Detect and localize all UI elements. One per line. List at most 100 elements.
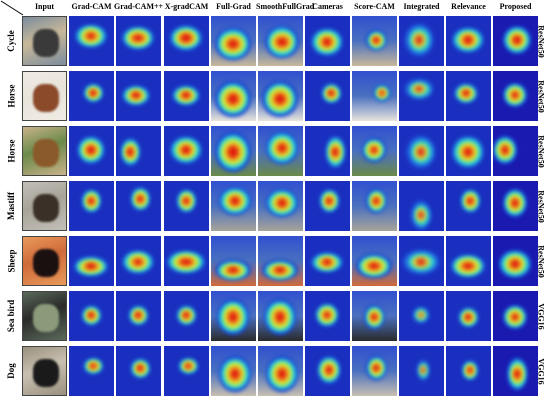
heat-blob bbox=[230, 368, 240, 380]
row-label-text: Horse bbox=[6, 84, 16, 108]
heat-blob bbox=[514, 369, 520, 379]
saliency-map bbox=[164, 126, 209, 176]
saliency-map bbox=[352, 346, 397, 396]
heat-blob bbox=[421, 367, 425, 373]
saliency-map bbox=[305, 181, 350, 231]
heat-blob bbox=[325, 366, 333, 374]
row-label-text: Sea bird bbox=[6, 299, 17, 333]
heat-blob bbox=[511, 313, 519, 321]
saliency-map bbox=[399, 126, 444, 176]
heat-blob bbox=[332, 147, 338, 157]
heat-blob bbox=[133, 258, 143, 266]
column-header-9: Relevance bbox=[451, 2, 486, 11]
heat-blob bbox=[467, 197, 473, 205]
input-subject bbox=[33, 139, 59, 167]
heat-blob bbox=[135, 312, 141, 318]
row-label: Sea bird bbox=[0, 291, 22, 341]
saliency-map bbox=[116, 236, 161, 286]
saliency-map bbox=[352, 126, 397, 176]
heat-blob bbox=[88, 197, 94, 205]
heat-blob bbox=[322, 259, 332, 265]
row-label: Horse bbox=[0, 71, 22, 121]
heat-blob bbox=[467, 367, 473, 373]
saliency-map bbox=[164, 181, 209, 231]
saliency-map bbox=[446, 346, 491, 396]
saliency-map bbox=[69, 71, 114, 121]
input-image bbox=[22, 16, 67, 66]
heat-blob bbox=[133, 34, 143, 42]
input-image bbox=[22, 181, 67, 231]
saliency-map bbox=[164, 71, 209, 121]
heat-blob bbox=[183, 312, 189, 318]
saliency-map bbox=[399, 16, 444, 66]
heat-blob bbox=[462, 262, 474, 270]
row-label-text: Cycle bbox=[6, 30, 16, 52]
saliency-map bbox=[69, 291, 114, 341]
corner-diagonal bbox=[0, 0, 24, 16]
saliency-map bbox=[305, 236, 350, 286]
saliency-map bbox=[493, 346, 538, 396]
saliency-map bbox=[211, 181, 256, 231]
saliency-map bbox=[399, 346, 444, 396]
heat-blob bbox=[368, 262, 380, 270]
saliency-map bbox=[116, 126, 161, 176]
saliency-map bbox=[69, 16, 114, 66]
row-label: Sheep bbox=[0, 236, 22, 286]
column-header-2: Grad-CAM++ bbox=[114, 2, 164, 11]
saliency-map bbox=[305, 291, 350, 341]
input-image bbox=[22, 71, 67, 121]
saliency-map bbox=[69, 181, 114, 231]
saliency-map bbox=[164, 16, 209, 66]
input-subject bbox=[33, 29, 59, 57]
column-header-8: Integrated bbox=[403, 2, 440, 11]
column-header-7: Score-CAM bbox=[354, 2, 395, 11]
heat-blob bbox=[322, 38, 332, 46]
column-header-3: X-gradCAM bbox=[164, 2, 209, 11]
saliency-map bbox=[305, 16, 350, 66]
saliency-map bbox=[399, 181, 444, 231]
column-header-4: Full-Grad bbox=[216, 2, 251, 11]
input-subject bbox=[33, 194, 59, 222]
heat-blob bbox=[90, 363, 96, 369]
saliency-map bbox=[493, 71, 538, 121]
heat-blob bbox=[328, 90, 334, 96]
saliency-map bbox=[211, 236, 256, 286]
saliency-map bbox=[493, 126, 538, 176]
saliency-map bbox=[446, 71, 491, 121]
saliency-map bbox=[493, 236, 538, 286]
saliency-map bbox=[493, 291, 538, 341]
saliency-map bbox=[116, 291, 161, 341]
row-label-text: Dog bbox=[6, 363, 16, 379]
saliency-map bbox=[446, 291, 491, 341]
saliency-map bbox=[446, 126, 491, 176]
heat-blob bbox=[416, 147, 426, 157]
heat-blob bbox=[90, 90, 96, 96]
column-header-5: SmoothFullGrad bbox=[256, 2, 315, 11]
heat-blob bbox=[227, 93, 239, 105]
heat-blob bbox=[182, 92, 190, 98]
heat-blob bbox=[511, 91, 519, 99]
heat-blob bbox=[465, 314, 471, 320]
heat-blob bbox=[277, 37, 287, 47]
row-label-text: Horse bbox=[6, 139, 16, 163]
saliency-map bbox=[116, 16, 161, 66]
saliency-map bbox=[258, 16, 303, 66]
saliency-map bbox=[164, 236, 209, 286]
saliency-map bbox=[164, 291, 209, 341]
saliency-map bbox=[399, 71, 444, 121]
heat-blob bbox=[511, 199, 519, 207]
heat-blob bbox=[274, 267, 286, 273]
saliency-map bbox=[69, 236, 114, 286]
heat-blob bbox=[227, 146, 239, 158]
heat-blob bbox=[277, 368, 287, 380]
saliency-map bbox=[305, 126, 350, 176]
saliency-map bbox=[211, 346, 256, 396]
heat-blob bbox=[185, 363, 191, 369]
heat-blob bbox=[132, 92, 140, 98]
heat-blob bbox=[371, 313, 377, 321]
heat-blob bbox=[373, 37, 379, 43]
saliency-map bbox=[258, 181, 303, 231]
heat-blob bbox=[379, 90, 385, 96]
input-image bbox=[22, 126, 67, 176]
input-subject bbox=[33, 304, 59, 332]
